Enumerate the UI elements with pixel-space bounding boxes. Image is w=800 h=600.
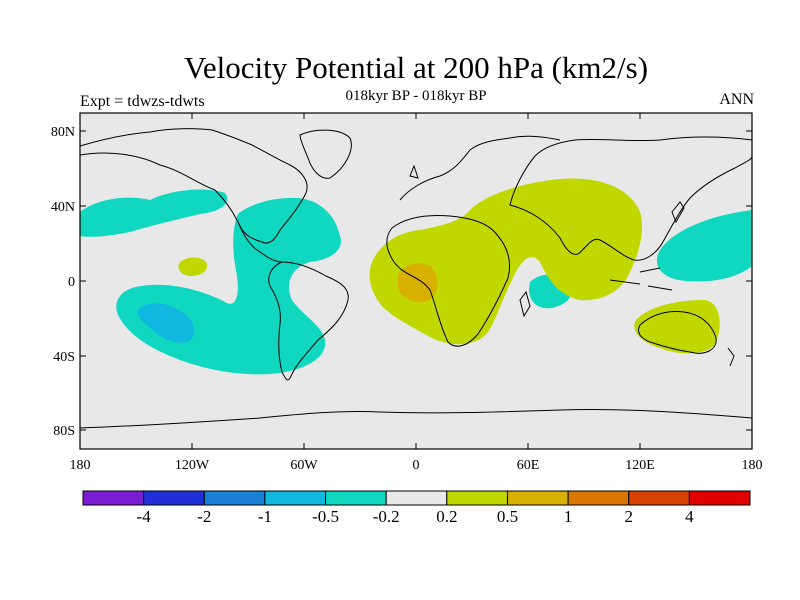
- lat-tick-label: 80N: [51, 125, 75, 140]
- colorbar-swatch: [82, 490, 145, 506]
- map-axes: 80N 40N 0 40S 80S 180 120W 60W 0 60E 120E 180: [51, 113, 763, 473]
- coast-australia: [637, 311, 717, 354]
- colorbar-label: -4: [137, 507, 152, 526]
- coastlines: [80, 128, 752, 429]
- colorbar-label: 1: [564, 507, 573, 526]
- coast-south-america: [268, 261, 349, 381]
- contour-north-pacific-west: [80, 189, 228, 237]
- colorbar-label: -0.2: [373, 507, 400, 526]
- colorbar-swatch: [385, 490, 448, 506]
- coast-indonesia: [609, 267, 673, 291]
- coast-north-america: [80, 128, 308, 244]
- lat-tick-label: 80S: [53, 424, 75, 439]
- lon-tick-label: 60E: [517, 458, 540, 473]
- coast-japan: [671, 201, 685, 224]
- colorbar-label: 2: [624, 507, 633, 526]
- colorbar-swatch: [628, 490, 690, 506]
- plot-title: Velocity Potential at 200 hPa (km2/s): [183, 50, 649, 85]
- colorbar-swatch: [506, 490, 569, 506]
- contour-small-pacific: [178, 257, 208, 276]
- colorbar-swatch: [143, 490, 205, 506]
- lon-tick-label: 120E: [625, 458, 655, 473]
- lon-tick-label: 180: [742, 458, 763, 473]
- colorbar-swatch: [203, 490, 266, 506]
- colorbar-swatch: [446, 490, 508, 506]
- colorbar-label: -2: [197, 507, 211, 526]
- coast-central-america: [237, 221, 283, 263]
- colorbar: -4 -2 -1 -0.5 -0.2 0.2 0.5 1 2 4: [82, 490, 751, 526]
- contour-south-pacific-core: [137, 303, 195, 343]
- lat-tick-label: 40N: [51, 200, 75, 215]
- contour-central-africa-core: [398, 263, 438, 303]
- contour-west-pacific: [656, 210, 752, 282]
- experiment-label: Expt = tdwzs-tdwts: [80, 93, 205, 110]
- coast-africa: [386, 215, 511, 347]
- contour-fills: [80, 178, 752, 375]
- colorbar-label: -1: [258, 507, 272, 526]
- lon-tick-label: 0: [413, 458, 420, 473]
- coast-greenland: [299, 129, 352, 179]
- coast-asia: [509, 136, 752, 261]
- colorbar-label: 4: [685, 507, 694, 526]
- contour-africa-eurasia: [369, 178, 643, 345]
- coast-europe: [399, 135, 561, 201]
- lon-tick-label: 180: [70, 458, 91, 473]
- lat-tick-label: 40S: [53, 350, 75, 365]
- lon-tick-label: 60W: [290, 458, 318, 473]
- colorbar-swatch: [264, 490, 327, 506]
- colorbar-label: -0.5: [312, 507, 339, 526]
- colorbar-label: 0.2: [436, 507, 457, 526]
- plot-subtitle: 018kyr BP - 018kyr BP: [345, 88, 487, 104]
- colorbar-label: 0.5: [497, 507, 518, 526]
- contour-australia: [634, 300, 720, 354]
- coast-antarctica: [80, 408, 752, 429]
- coast-new-zealand: [727, 347, 735, 367]
- coast-uk: [409, 164, 419, 179]
- colorbar-swatch: [567, 490, 630, 506]
- season-label: ANN: [719, 91, 754, 108]
- lat-tick-label: 0: [68, 275, 75, 290]
- colorbar-swatch: [688, 490, 751, 506]
- lon-tick-label: 120W: [175, 458, 210, 473]
- coast-madagascar: [519, 290, 531, 318]
- colorbar-swatch: [325, 490, 387, 506]
